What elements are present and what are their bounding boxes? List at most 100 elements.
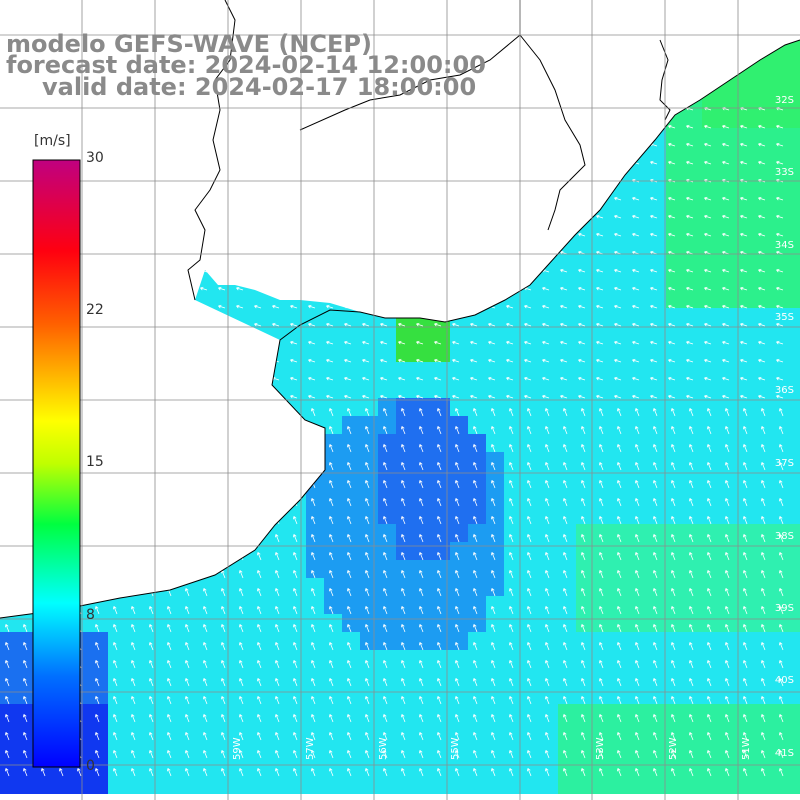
field-cell (468, 596, 486, 614)
field-cell (360, 776, 378, 794)
wind-arrow (364, 624, 370, 633)
field-cell (774, 380, 792, 398)
field-cell (612, 470, 630, 488)
wind-arrow (706, 660, 712, 669)
wind-arrow (722, 160, 730, 165)
field-cell (666, 362, 684, 380)
wind-arrow (650, 286, 658, 291)
field-cell (432, 722, 450, 740)
wind-arrow (616, 714, 622, 723)
field-cell (774, 272, 792, 290)
field-cell (774, 308, 792, 326)
field-cell (414, 488, 432, 506)
wind-arrow (706, 498, 712, 507)
field-cell (630, 290, 648, 308)
wind-arrow (742, 570, 748, 579)
wind-arrow (418, 696, 424, 705)
wind-arrow (328, 624, 334, 633)
wind-arrow (452, 394, 460, 399)
wind-arrow (328, 444, 334, 453)
field-cell (108, 776, 126, 794)
field-cell (234, 740, 252, 758)
wind-arrow (526, 408, 532, 417)
wind-arrow (202, 768, 208, 777)
field-cell (738, 326, 756, 344)
field-cell (288, 542, 306, 560)
field-cell (288, 776, 306, 794)
wind-arrow (398, 340, 406, 345)
field-cell (378, 596, 396, 614)
wind-arrow (526, 462, 532, 471)
field-cell (450, 470, 468, 488)
field-cell (666, 470, 684, 488)
wind-arrow (544, 696, 550, 705)
wind-arrow (454, 678, 460, 687)
field-cell (396, 650, 414, 668)
field-cell (360, 704, 378, 722)
wind-arrow (670, 696, 676, 705)
wind-arrow (398, 322, 406, 327)
field-cell (756, 254, 774, 272)
field-cell (450, 758, 468, 776)
wind-arrow (256, 696, 262, 705)
wind-arrow (526, 588, 532, 597)
field-cell (666, 164, 684, 182)
field-cell (756, 650, 774, 668)
wind-arrow (524, 394, 532, 399)
wind-arrow (220, 714, 226, 723)
field-cell (450, 362, 468, 380)
field-cell (594, 740, 612, 758)
field-cell (576, 650, 594, 668)
wind-arrow (166, 606, 172, 615)
wind-arrow (688, 570, 694, 579)
field-cell (774, 74, 792, 92)
wind-arrow (706, 426, 712, 435)
field-cell (324, 452, 342, 470)
wind-arrow (778, 606, 784, 615)
wind-arrow (382, 696, 388, 705)
field-cell (396, 326, 414, 344)
field-cell (594, 704, 612, 722)
field-cell (720, 524, 738, 542)
wind-arrow (436, 624, 442, 633)
wind-arrow (292, 660, 298, 669)
wind-arrow (346, 678, 352, 687)
wind-arrow (740, 286, 748, 291)
field-cell (432, 632, 450, 650)
wind-arrow (488, 394, 496, 399)
wind-arrow (380, 322, 388, 327)
wind-arrow (722, 196, 730, 201)
field-cell (504, 488, 522, 506)
wind-arrow (472, 714, 478, 723)
wind-arrow (598, 768, 604, 777)
wind-arrow (328, 606, 334, 615)
field-cell (702, 614, 720, 632)
field-cell (666, 722, 684, 740)
field-cell (18, 704, 36, 722)
wind-arrow (722, 214, 730, 219)
wind-arrow (596, 232, 604, 237)
field-cell (324, 560, 342, 578)
wind-arrow (562, 444, 568, 453)
wind-arrow (688, 750, 694, 759)
wind-arrow (454, 516, 460, 525)
field-cell (396, 470, 414, 488)
wind-arrow (454, 642, 460, 651)
field-cell (90, 686, 108, 704)
wind-arrow (274, 732, 280, 741)
wind-arrow (776, 394, 784, 399)
field-cell (378, 704, 396, 722)
field-cell (342, 632, 360, 650)
wind-arrow (470, 322, 478, 327)
wind-arrow (706, 588, 712, 597)
field-cell (342, 362, 360, 380)
field-cell (720, 632, 738, 650)
wind-arrow (740, 358, 748, 363)
wind-arrow (274, 570, 280, 579)
field-cell (540, 362, 558, 380)
field-cell (468, 578, 486, 596)
field-cell (144, 632, 162, 650)
wind-arrow (382, 552, 388, 561)
wind-arrow (166, 732, 172, 741)
field-cell (792, 56, 800, 74)
